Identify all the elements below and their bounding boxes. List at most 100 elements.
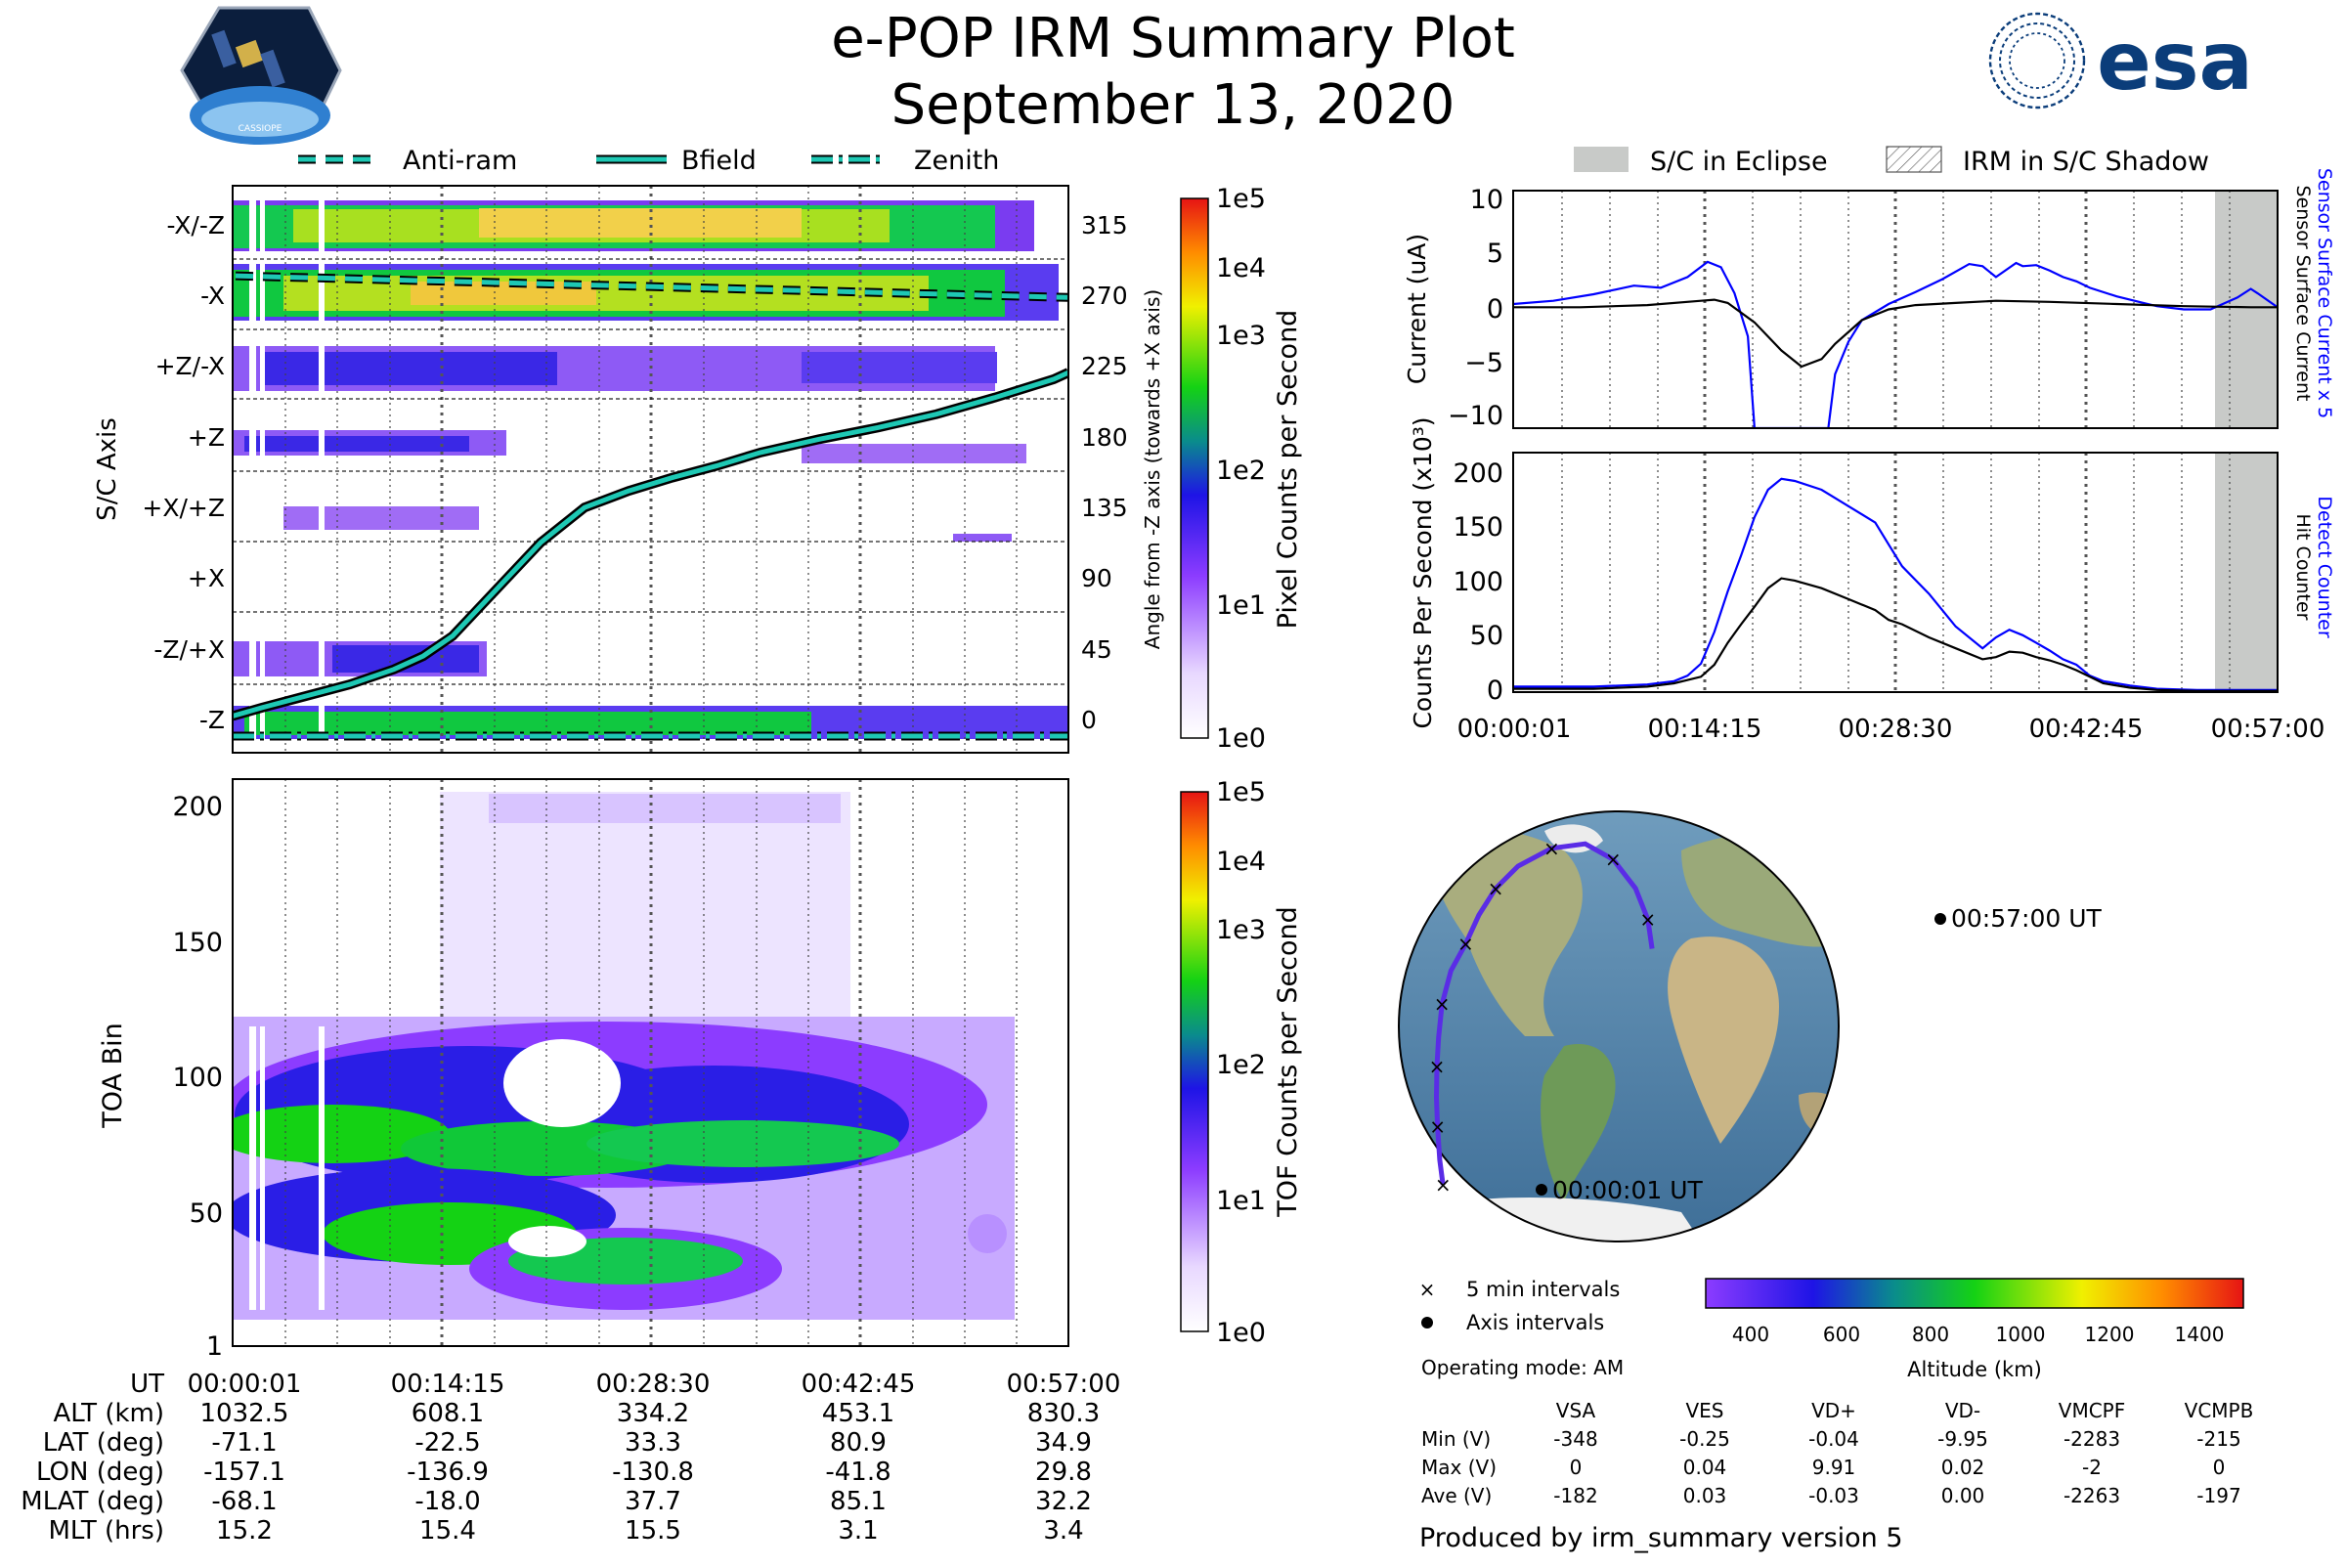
voltage-table: Operating mode: AM VSA VES VD+ VD- VMCPF…: [1419, 1356, 2253, 1553]
toa-tick-50: 50: [190, 1198, 223, 1229]
ut-label: UT: [130, 1370, 164, 1399]
figure-subtitle: September 13, 2020: [891, 73, 1455, 137]
angle-heatmap-panel: -X/-Z -X +Z/-X +Z +X/+Z +X -Z/+X -Z 315 …: [93, 185, 1164, 754]
pixel-cbar-tick-1e0: 1e0: [1216, 723, 1266, 754]
five-min-marker: ×: [1639, 908, 1656, 932]
cassiope-logo-text: CASSIOPE: [239, 124, 282, 134]
summary-row-label: LON (deg): [36, 1458, 164, 1487]
counts-y2label-black: Hit Counter: [2292, 514, 2314, 621]
summary-row-lat: LAT (deg) -71.1 -22.5 33.3 80.9 34.9: [43, 1428, 1092, 1458]
esa-logo: esa: [1988, 12, 2253, 109]
vt-cell: -0.25: [1679, 1427, 1730, 1451]
five-min-marker: ×: [1434, 992, 1451, 1016]
tof-cbar-tick-1e3: 1e3: [1216, 915, 1266, 945]
alt-tick-400: 400: [1732, 1323, 1769, 1346]
current-ylabel: Current (uA): [1403, 234, 1431, 384]
angle-heatmap-image: [233, 186, 1068, 753]
antiram-line-color: [235, 273, 1068, 300]
summary-row-label: MLT (hrs): [49, 1516, 165, 1546]
five-min-marker: ×: [1605, 848, 1622, 871]
angle-ylabel: S/C Axis: [93, 417, 122, 521]
vt-cell: 0: [2213, 1456, 2226, 1479]
summary-cell: -41.8: [825, 1458, 891, 1487]
map-legend: × 5 min intervals Axis intervals: [1419, 1278, 1621, 1334]
orbit-track: [1433, 841, 1655, 1186]
tof-cbar-label: TOF Counts per Second: [1273, 906, 1303, 1218]
legend-bfield: Bfield: [681, 146, 757, 176]
pixel-cbar-tick-1e4: 1e4: [1216, 253, 1266, 283]
summary-row-label: ALT (km): [53, 1399, 164, 1428]
five-min-marker: ×: [1429, 1115, 1446, 1139]
bfield-line-color: [233, 370, 1068, 719]
ut-tick-2: 00:28:30: [596, 1370, 711, 1399]
current-tick-m10: −10: [1448, 401, 1503, 431]
tof-cbar-tick-1e5: 1e5: [1216, 777, 1266, 807]
vt-col: VCMPB: [2185, 1399, 2254, 1422]
summary-cell: 830.3: [1027, 1399, 1100, 1428]
summary-row-lon: LON (deg) -157.1 -136.9 -130.8 -41.8 29.…: [36, 1458, 1092, 1487]
summary-cell: -18.0: [414, 1487, 480, 1516]
summary-cell: -157.1: [203, 1458, 285, 1487]
tof-colorbar: 1e5 1e4 1e3 1e2 1e1 1e0 TOF Counts per S…: [1180, 777, 1303, 1348]
vt-cell: -215: [2196, 1427, 2240, 1451]
summary-cell: 453.1: [822, 1399, 894, 1428]
pixel-colorbar: 1e5 1e4 1e3 1e2 1e1 1e0 Pixel Counts per…: [1180, 184, 1303, 754]
counts-xtick-4: 00:57:00: [2211, 715, 2325, 744]
counts-panel: 200 150 100 50 0 Counts Per Second (x10³…: [1409, 416, 2335, 744]
summary-cell: 29.8: [1035, 1458, 1092, 1487]
five-min-marker: ×: [1488, 877, 1504, 900]
legend-axis: Axis intervals: [1466, 1311, 1604, 1334]
five-min-marker: ×: [1457, 933, 1474, 956]
summary-row-label: MLAT (deg): [21, 1487, 164, 1516]
vt-col: VSA: [1556, 1399, 1596, 1422]
angle-tick-45: 45: [1081, 635, 1112, 664]
toa-heatmap-panel: 200 150 100 50 1 TOA Bin: [98, 778, 1069, 1362]
vt-cell: 0: [1570, 1456, 1583, 1479]
eclipse-legend: S/C in Eclipse IRM in S/C Shadow: [1574, 146, 2209, 177]
figure-title: e-POP IRM Summary Plot: [831, 7, 1515, 70]
angle-tick-90: 90: [1081, 564, 1112, 592]
counts-tick-150: 150: [1453, 512, 1503, 543]
footer-text: Produced by irm_summary version 5: [1419, 1523, 1903, 1553]
vt-row-label: Ave (V): [1421, 1484, 1492, 1507]
counts-xtick-3: 00:42:45: [2029, 715, 2144, 744]
counts-tick-200: 200: [1453, 458, 1503, 489]
summary-row-mlt: MLT (hrs) 15.2 15.4 15.5 3.1 3.4: [49, 1516, 1084, 1546]
five-min-marker: ×: [1429, 1055, 1446, 1078]
summary-cell: -136.9: [407, 1458, 489, 1487]
counts-tick-0: 0: [1487, 675, 1503, 706]
axis-label-px: +X: [188, 564, 225, 592]
counts-tick-50: 50: [1470, 621, 1503, 651]
summary-cell: 15.4: [419, 1516, 476, 1546]
alt-tick-1200: 1200: [2085, 1323, 2135, 1346]
counts-ylabel: Counts Per Second (x10³): [1409, 416, 1437, 728]
altitude-colorbar: 400 600 800 1000 1200 1400 Altitude (km): [1705, 1278, 2244, 1381]
toa-tick-100: 100: [172, 1063, 223, 1093]
vt-cell: -182: [1553, 1484, 1597, 1507]
alt-cbar-label: Altitude (km): [1907, 1358, 2042, 1381]
angle-legend: Anti-ram Bfield Zenith: [298, 146, 999, 176]
vt-cell: 0.02: [1941, 1456, 1985, 1479]
current-panel: 10 5 0 −5 −10 Current (uA) Sensor Surfac…: [1403, 168, 2335, 431]
counts-xtick-2: 00:28:30: [1839, 715, 1953, 744]
alt-tick-1400: 1400: [2175, 1323, 2225, 1346]
tof-cbar-tick-1e4: 1e4: [1216, 847, 1266, 877]
end-point-marker: [1934, 913, 1946, 925]
tof-cbar-tick-1e2: 1e2: [1216, 1050, 1266, 1080]
legend-eclipse: S/C in Eclipse: [1650, 147, 1828, 177]
pixel-cbar-tick-1e5: 1e5: [1216, 184, 1266, 214]
toa-tick-200: 200: [172, 792, 223, 822]
counts-xtick-0: 00:00:01: [1457, 715, 1572, 744]
current-y2label-black: Sensor Surface Current: [2292, 186, 2314, 402]
vt-cell: -2283: [2064, 1427, 2120, 1451]
angle-tick-180: 180: [1081, 423, 1128, 452]
five-min-marker-icon: ×: [1419, 1278, 1436, 1301]
toa-ylabel: TOA Bin: [98, 1023, 128, 1128]
summary-cell: 33.3: [625, 1428, 681, 1458]
axis-label-mx: -X: [200, 282, 225, 310]
vt-row-max: Max (V) 0 0.04 9.91 0.02 -2 0: [1421, 1456, 2225, 1479]
end-time-label: 00:57:00 UT: [1951, 904, 2103, 933]
angle-tick-135: 135: [1081, 494, 1128, 522]
summary-cell: 608.1: [412, 1399, 484, 1428]
